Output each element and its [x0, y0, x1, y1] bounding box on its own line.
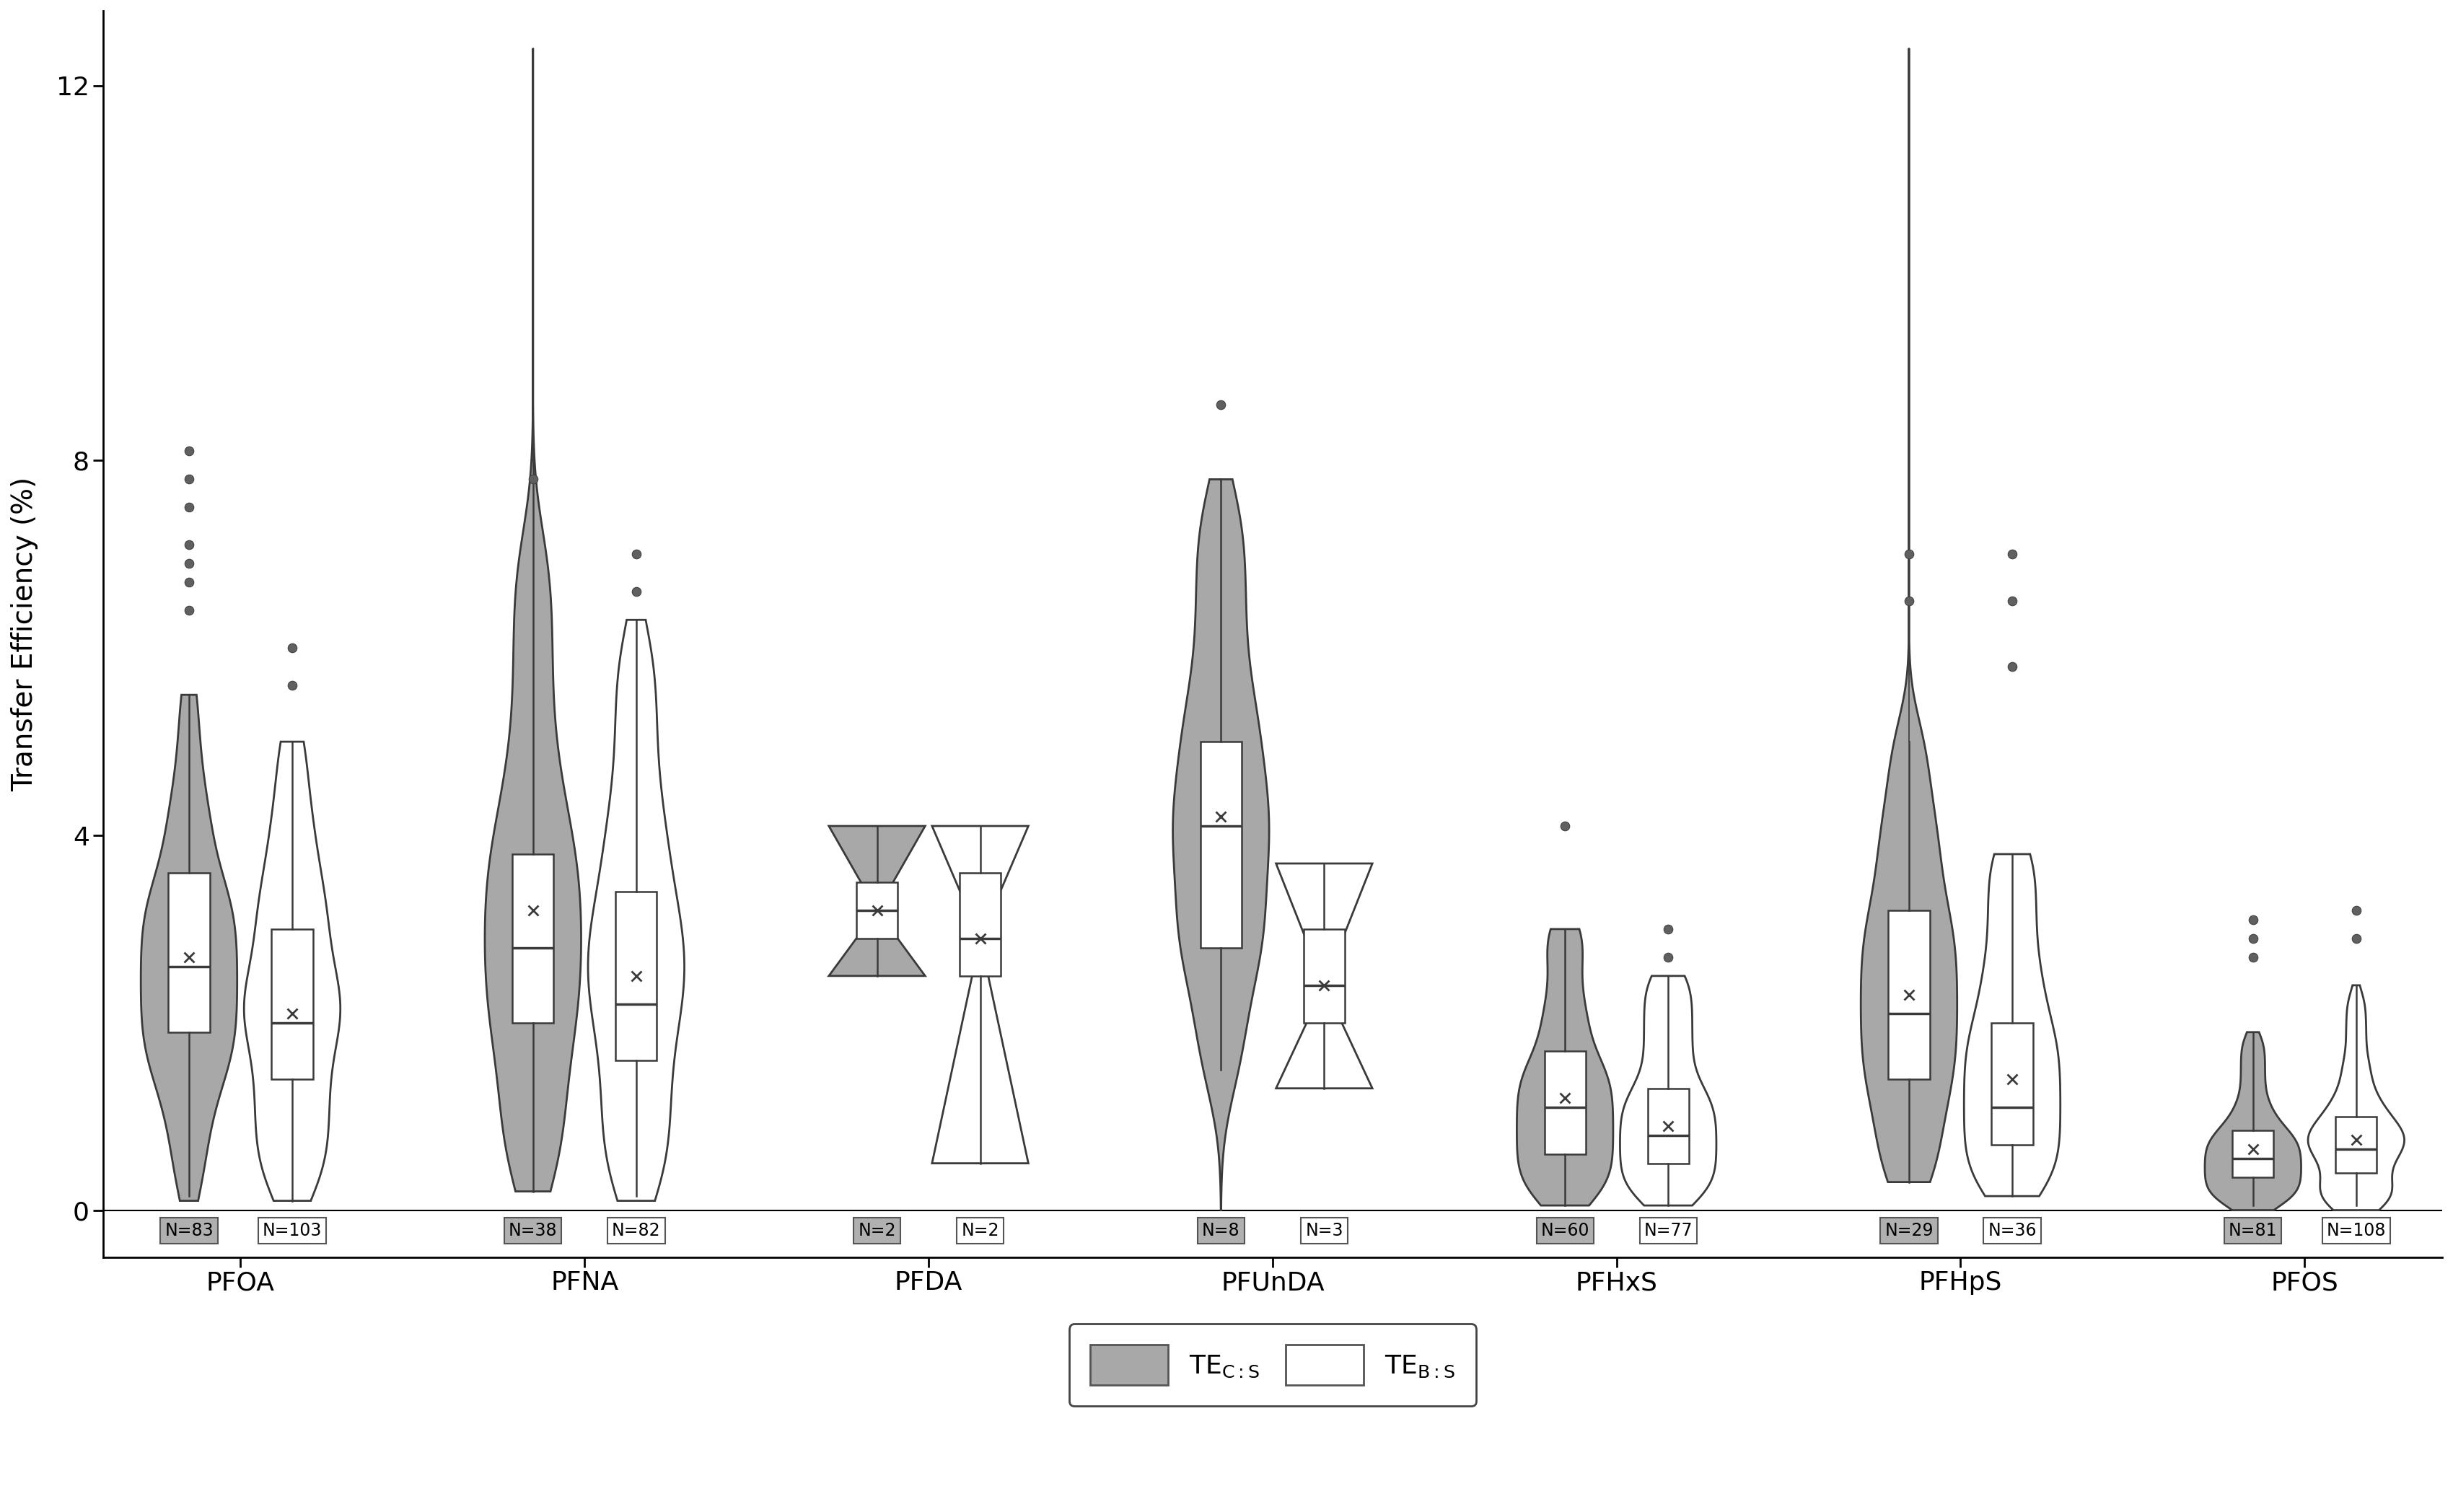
Bar	[272, 928, 314, 1080]
Polygon shape	[1173, 479, 1268, 1210]
Text: N=36: N=36	[1987, 1222, 2036, 1240]
Bar	[1545, 1051, 1585, 1154]
Bar	[2335, 1116, 2377, 1173]
Polygon shape	[1862, 48, 1957, 1182]
Polygon shape	[1619, 975, 1717, 1205]
Text: N=103: N=103	[262, 1222, 321, 1240]
Polygon shape	[1516, 928, 1614, 1205]
Bar	[1648, 1089, 1688, 1163]
Text: N=83: N=83	[164, 1222, 213, 1240]
Text: N=77: N=77	[1644, 1222, 1693, 1240]
Polygon shape	[1965, 854, 2061, 1196]
Bar	[1889, 910, 1931, 1080]
Text: N=2: N=2	[859, 1222, 895, 1240]
Text: N=3: N=3	[1305, 1222, 1344, 1240]
Bar	[1303, 928, 1344, 1022]
Bar	[2232, 1131, 2274, 1178]
Bar	[1992, 1022, 2034, 1145]
Text: N=60: N=60	[1540, 1222, 1590, 1240]
Bar	[616, 892, 657, 1060]
Polygon shape	[140, 696, 238, 1201]
Y-axis label: Transfer Efficiency (%): Transfer Efficiency (%)	[10, 476, 39, 791]
Bar	[169, 872, 209, 1033]
Text: N=81: N=81	[2230, 1222, 2276, 1240]
Polygon shape	[829, 826, 925, 975]
Bar	[513, 854, 554, 1022]
Text: N=2: N=2	[962, 1222, 998, 1240]
Bar	[1200, 742, 1241, 948]
Polygon shape	[486, 48, 581, 1191]
Polygon shape	[243, 742, 341, 1201]
Legend: TE$_\mathregular{C:S}$, TE$_\mathregular{B:S}$: TE$_\mathregular{C:S}$, TE$_\mathregular…	[1070, 1325, 1477, 1406]
Polygon shape	[932, 826, 1028, 1163]
Polygon shape	[2205, 1033, 2301, 1210]
Polygon shape	[2308, 986, 2404, 1210]
Polygon shape	[589, 620, 684, 1201]
Bar	[856, 881, 898, 939]
Text: N=29: N=29	[1884, 1222, 1933, 1240]
Text: N=108: N=108	[2325, 1222, 2387, 1240]
Text: N=82: N=82	[611, 1222, 660, 1240]
Text: N=38: N=38	[508, 1222, 557, 1240]
Text: N=8: N=8	[1202, 1222, 1239, 1240]
Bar	[959, 872, 1001, 975]
Polygon shape	[1276, 863, 1371, 1089]
